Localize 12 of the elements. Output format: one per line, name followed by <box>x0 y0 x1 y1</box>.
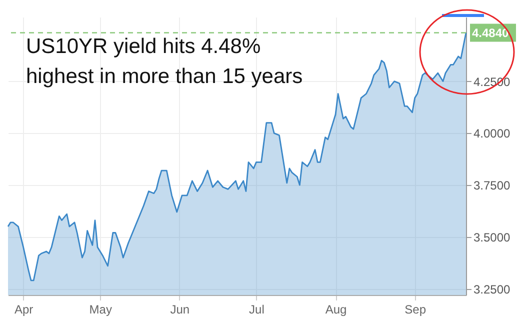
x-tick-label: Sep <box>404 302 426 316</box>
y-tick-label: 3.7500 <box>474 178 511 193</box>
y-tick-label: 3.5000 <box>474 230 511 244</box>
ref-line-label: 4.4840 <box>472 26 510 40</box>
y-tick-label: 3.2500 <box>474 282 511 296</box>
y-tick-label: 4.0000 <box>474 126 511 141</box>
x-tick-label: Aug <box>325 302 347 316</box>
text: US10YR yield hits 4.48% highest in more than 15 years <box>26 35 303 88</box>
x-tick-label: Apr <box>14 302 34 316</box>
x-tick-label: Jul <box>249 302 264 316</box>
x-tick-label: Jun <box>170 302 190 316</box>
x-tick-label: May <box>89 302 112 316</box>
